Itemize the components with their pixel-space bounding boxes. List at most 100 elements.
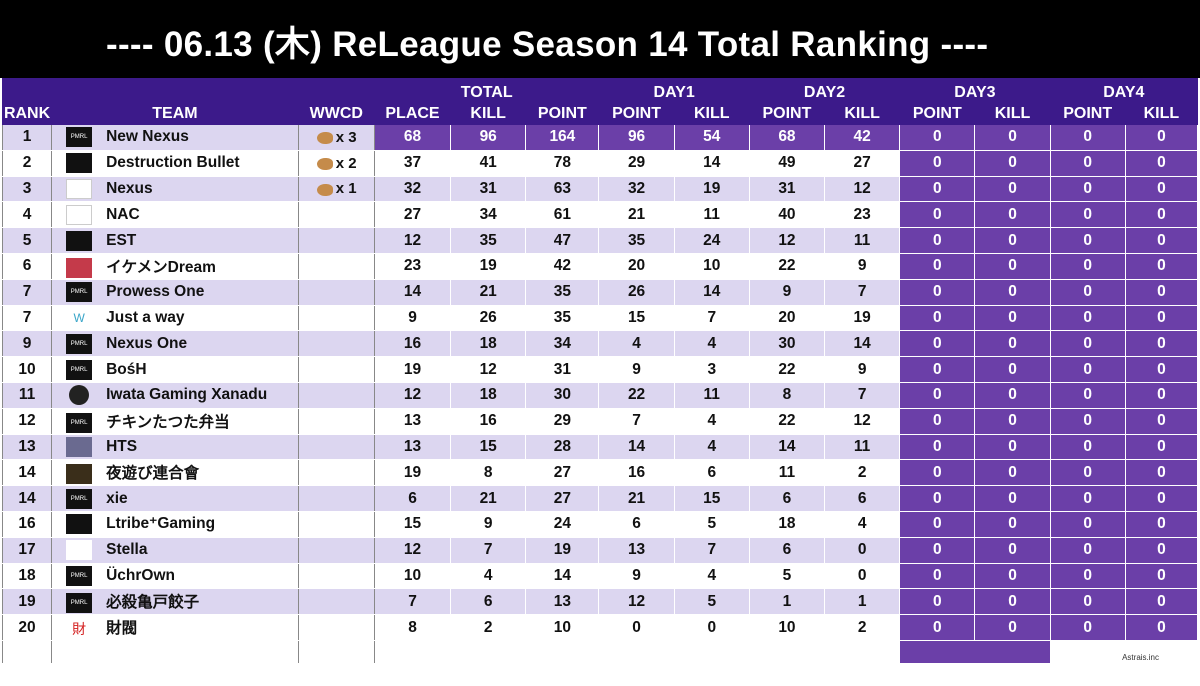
day4-kill-cell: 0	[1124, 330, 1199, 358]
total-kill-cell: 18	[450, 382, 527, 409]
team-cell: イケメンDream	[51, 253, 299, 280]
day3-kill-cell: 0	[974, 279, 1051, 306]
day4-point-cell: 0	[1049, 537, 1126, 564]
day3-kill-cell: 0	[974, 150, 1051, 177]
total-point-cell: 42	[525, 253, 600, 280]
wwcd-cell	[297, 279, 375, 306]
header-day4: DAY4	[1049, 78, 1199, 102]
ranking-table: TOTAL DAY1 DAY2 DAY3 DAY4 RANK TEAM WWCD…	[1, 78, 1199, 663]
wwcd-cell	[297, 305, 375, 332]
total-place-cell: 14	[373, 279, 452, 306]
team-name: EST	[106, 231, 137, 249]
total-point-cell: 35	[525, 279, 600, 306]
team-name: ÜchrOwn	[106, 567, 176, 585]
day3-kill-cell: 0	[974, 588, 1051, 616]
table-row: 14 夜遊び連合會 19 8 27 16 6 11 2 0 0 0 0	[1, 459, 1199, 487]
rank-cell: 9	[1, 330, 53, 358]
day3-point-cell: 0	[899, 511, 976, 538]
team-logo-icon	[69, 385, 90, 406]
day4-kill-cell: 0	[1124, 201, 1199, 229]
header-day2: DAY2	[748, 78, 901, 102]
day3-point-cell: 0	[899, 588, 976, 616]
total-kill-cell: 2	[450, 614, 527, 641]
day3-kill-cell: 0	[974, 382, 1051, 409]
table-row: 4 NAC 27 34 61 21 11 40 23 0 0 0 0	[1, 201, 1199, 229]
team-logo-icon	[66, 514, 93, 535]
team-logo-icon: PMRL	[66, 333, 93, 354]
chicken-icon	[316, 157, 333, 170]
header-total: TOTAL	[373, 78, 600, 102]
team-name: Just a way	[106, 309, 185, 327]
day4-point-cell: 0	[1049, 382, 1126, 409]
day3-point-cell: 0	[899, 150, 976, 177]
total-place-cell: 12	[373, 537, 452, 564]
team-cell: Ltribe⁺Gaming	[51, 511, 299, 538]
wwcd-cell	[297, 511, 375, 538]
day2-kill-cell: 27	[824, 150, 901, 177]
team-cell: PMRL New Nexus	[51, 125, 299, 151]
day1-kill-cell: 7	[673, 537, 750, 564]
day2-kill-cell: 14	[824, 330, 901, 358]
total-place-cell: 68	[373, 125, 452, 151]
day4-point-cell: 0	[1049, 253, 1126, 280]
day3-point-cell: 0	[899, 253, 976, 280]
team-logo-icon	[66, 257, 93, 278]
total-kill-cell: 26	[450, 305, 527, 332]
day4-point-cell: 0	[1049, 588, 1126, 616]
total-point-cell: 47	[525, 227, 600, 254]
header-day1: DAY1	[598, 78, 750, 102]
total-kill-cell: 9	[450, 511, 527, 538]
day1-point-cell: 14	[598, 434, 675, 461]
wwcd-cell	[297, 253, 375, 280]
team-logo-icon: PMRL	[66, 488, 93, 509]
day3-point-cell: 0	[899, 201, 976, 229]
wwcd-cell	[297, 614, 375, 641]
day3-kill-cell: 0	[974, 434, 1051, 461]
total-place-cell: 13	[373, 408, 452, 435]
total-place-cell: 27	[373, 201, 452, 229]
team-cell: Stella	[51, 537, 299, 564]
total-kill-cell: 12	[450, 356, 527, 383]
total-kill-cell: 21	[450, 279, 527, 306]
team-logo-icon	[66, 153, 93, 174]
header-total-point: POINT	[525, 102, 600, 125]
header-day2-kill: KILL	[824, 102, 901, 125]
day4-point-cell: 0	[1049, 485, 1126, 512]
wwcd-cell	[297, 563, 375, 590]
day4-kill-cell: 0	[1124, 227, 1199, 254]
rank-cell: 10	[1, 356, 53, 383]
day2-point-cell: 12	[748, 227, 826, 254]
day1-point-cell: 7	[598, 408, 675, 435]
team-name: Nexus One	[106, 334, 188, 352]
total-place-cell: 9	[373, 305, 452, 332]
day3-kill-cell: 0	[974, 511, 1051, 538]
day1-point-cell: 6	[598, 511, 675, 538]
team-name: 必殺亀戸餃子	[106, 594, 200, 612]
team-cell: EST	[51, 227, 299, 254]
day1-kill-cell: 14	[673, 279, 750, 306]
total-point-cell: 61	[525, 201, 600, 229]
team-name: BośH	[106, 360, 147, 378]
day4-kill-cell: 0	[1124, 408, 1199, 435]
total-kill-cell: 6	[450, 588, 527, 616]
total-point-cell: 29	[525, 408, 600, 435]
day1-point-cell: 20	[598, 253, 675, 280]
day1-point-cell: 35	[598, 227, 675, 254]
day2-point-cell: 49	[748, 150, 826, 177]
day2-point-cell: 22	[748, 408, 826, 435]
header-day1-point: POINT	[598, 102, 675, 125]
total-place-cell: 12	[373, 382, 452, 409]
day4-kill-cell: 0	[1124, 356, 1199, 383]
total-kill-cell: 15	[450, 434, 527, 461]
wwcd-cell: x 3	[297, 125, 375, 151]
header-day4-kill: KILL	[1124, 102, 1199, 125]
team-logo-icon: PMRL	[66, 359, 93, 380]
day3-point-cell: 0	[899, 408, 976, 435]
header-day4-point: POINT	[1049, 102, 1126, 125]
footer-cell: Astrais.inc	[1049, 640, 1199, 663]
day4-point-cell: 0	[1049, 176, 1126, 203]
day1-kill-cell: 11	[673, 382, 750, 409]
total-place-cell: 15	[373, 511, 452, 538]
team-name: xie	[106, 489, 128, 507]
total-point-cell: 28	[525, 434, 600, 461]
